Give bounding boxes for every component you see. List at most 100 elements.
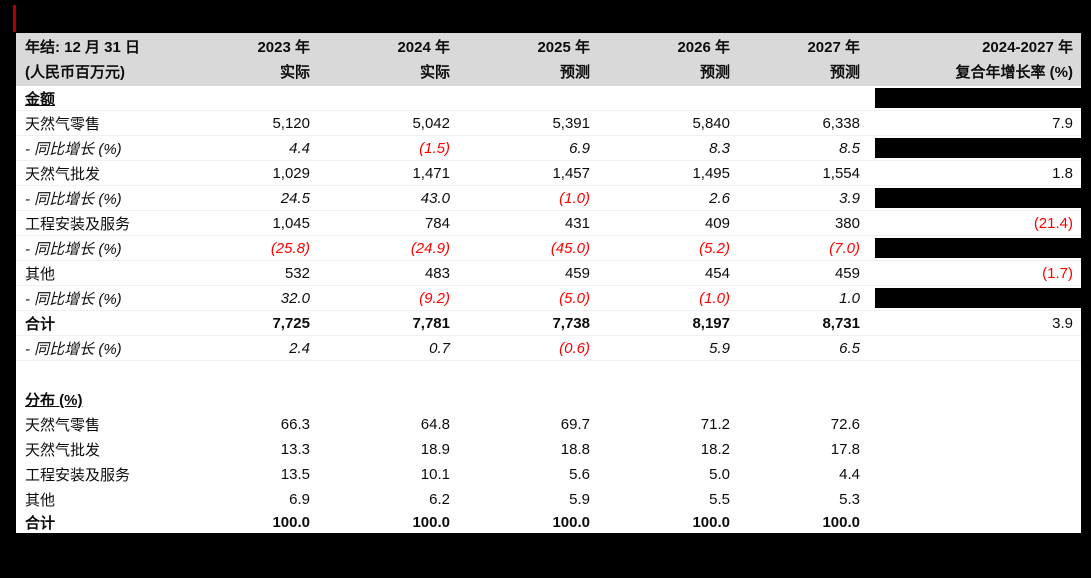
cell-2024: 0.7 (429, 339, 450, 357)
cell-2027: (7.0) (829, 239, 860, 257)
table-row: - 同比增长 (%) (25.8) (24.9) (45.0) (5.2) (7… (16, 236, 1091, 261)
cell-2026: 1,495 (692, 164, 730, 182)
cell-2024: (24.9) (410, 239, 450, 257)
cell-row-label: 工程安装及服务 (25, 467, 131, 484)
cell-2025: 5.9 (569, 491, 590, 508)
cell-2027: 3.9 (839, 189, 860, 207)
cell-2025: 5,391 (552, 114, 590, 132)
cell-2026: 8,197 (692, 314, 730, 332)
header-cell-2023: 2023 年 实际 (165, 35, 310, 85)
header-type: 复合年增长率 (%) (955, 63, 1074, 81)
table-row: 金额 (16, 86, 1091, 111)
cell-cagr: 7.9 (1052, 114, 1073, 132)
cell-2026: 8.3 (709, 139, 730, 157)
cell-2027: 17.8 (830, 441, 860, 458)
cell-2024: 64.8 (420, 416, 450, 433)
cell-2025: 1,457 (552, 164, 590, 182)
header-year: 2027 年 (807, 38, 860, 56)
cell-2023: 532 (284, 264, 310, 282)
table-body: 金额 天然气零售 5,120 5,042 5,391 5,840 6,338 7… (16, 86, 1091, 533)
table-row: 工程安装及服务 1,045 784 431 409 380 (21.4) (16, 211, 1081, 236)
table-row: 合计 100.0 100.0 100.0 100.0 100.0 (16, 512, 1081, 533)
cell-row-label: - 同比增长 (%) (25, 140, 122, 158)
financial-table: 年结: 12 月 31 日 (人民币百万元) 2023 年 实际 2024 年 … (16, 33, 1091, 533)
cell-row-label: 其他 (25, 492, 56, 509)
header-type: 实际 (419, 63, 450, 81)
redaction-bar (875, 188, 1091, 208)
cell-2024: 43.0 (420, 189, 450, 207)
header-type: 实际 (279, 63, 310, 81)
cell-2024: 18.9 (420, 441, 450, 458)
cell-2025: 6.9 (569, 139, 590, 157)
cell-2026: (1.0) (699, 289, 730, 307)
cell-2027: 8.5 (839, 139, 860, 157)
cell-2024: 6.2 (429, 491, 450, 508)
table-row: 天然气批发 13.3 18.9 18.8 18.2 17.8 (16, 437, 1081, 462)
cell-row-label: 金额 (25, 90, 56, 108)
red-accent-mark (13, 5, 16, 32)
cell-cagr: (1.7) (1042, 264, 1073, 282)
cell-row-label: 天然气批发 (25, 442, 101, 459)
header-cell-2026: 2026 年 预测 (590, 35, 730, 85)
cell-2026: 409 (704, 214, 730, 232)
cell-2026: 18.2 (700, 441, 730, 458)
header-year: 2026 年 (677, 38, 730, 56)
cell-2024: 784 (424, 214, 450, 232)
header-cell-2024: 2024 年 实际 (310, 35, 450, 85)
cell-row-label: - 同比增长 (%) (25, 290, 122, 308)
cell-row-label: 分布 (%) (25, 392, 83, 409)
cell-2027: 459 (834, 264, 860, 282)
table-row: 分布 (%) (16, 387, 1081, 412)
table-row (16, 361, 1081, 387)
cell-2026: 5.0 (709, 466, 730, 483)
header-cell-2025: 2025 年 预测 (450, 35, 590, 85)
cell-2027: 6,338 (822, 114, 860, 132)
table-row: 天然气零售 5,120 5,042 5,391 5,840 6,338 7.9 (16, 111, 1081, 136)
cell-2023: 66.3 (280, 416, 310, 433)
cell-2026: 5.5 (709, 491, 730, 508)
cell-2025: 69.7 (560, 416, 590, 433)
cell-2023: 100.0 (272, 514, 310, 531)
redaction-bar (875, 238, 1091, 258)
cell-2026: 71.2 (700, 416, 730, 433)
cell-2027: 1.0 (839, 289, 860, 307)
cell-2025: 100.0 (552, 514, 590, 531)
cell-2024: (1.5) (419, 139, 450, 157)
cell-2027: 72.6 (830, 416, 860, 433)
cell-2026: 5.9 (709, 339, 730, 357)
cell-2025: (0.6) (559, 339, 590, 357)
cell-2027: 8,731 (822, 314, 860, 332)
cell-2023: 13.5 (280, 466, 310, 483)
cell-row-label: 天然气批发 (25, 165, 101, 183)
header-year: 2024-2027 年 (982, 38, 1073, 56)
cell-2024: 1,471 (412, 164, 450, 182)
cell-2023: 6.9 (289, 491, 310, 508)
cell-2027: 6.5 (839, 339, 860, 357)
cell-2025: 459 (564, 264, 590, 282)
cell-2025: 5.6 (569, 466, 590, 483)
cell-2023: 4.4 (289, 139, 310, 157)
header-year: 2023 年 (257, 38, 310, 56)
table-row: 天然气零售 66.3 64.8 69.7 71.2 72.6 (16, 412, 1081, 437)
cell-2023: 1,029 (272, 164, 310, 182)
cell-row-label: 工程安装及服务 (25, 215, 131, 233)
cell-row-label: - 同比增长 (%) (25, 190, 122, 208)
cell-2026: 5,840 (692, 114, 730, 132)
cell-2025: 431 (564, 214, 590, 232)
table-row: - 同比增长 (%) 32.0 (9.2) (5.0) (1.0) 1.0 (16, 286, 1091, 311)
redaction-bar (875, 138, 1091, 158)
cell-row-label: 合计 (25, 315, 56, 333)
cell-row-label: - 同比增长 (%) (25, 240, 122, 258)
cell-2027: 100.0 (822, 514, 860, 531)
cell-2023: (25.8) (270, 239, 310, 257)
cell-row-label: - 同比增长 (%) (25, 340, 122, 358)
cell-row-label: 天然气零售 (25, 417, 101, 434)
cell-2024: 483 (424, 264, 450, 282)
header-type: 预测 (699, 63, 730, 81)
header-label-line2: (人民币百万元) (25, 63, 125, 81)
header-type: 预测 (559, 63, 590, 81)
cell-2024: 100.0 (412, 514, 450, 531)
table-row: - 同比增长 (%) 24.5 43.0 (1.0) 2.6 3.9 (16, 186, 1091, 211)
header-year: 2024 年 (397, 38, 450, 56)
